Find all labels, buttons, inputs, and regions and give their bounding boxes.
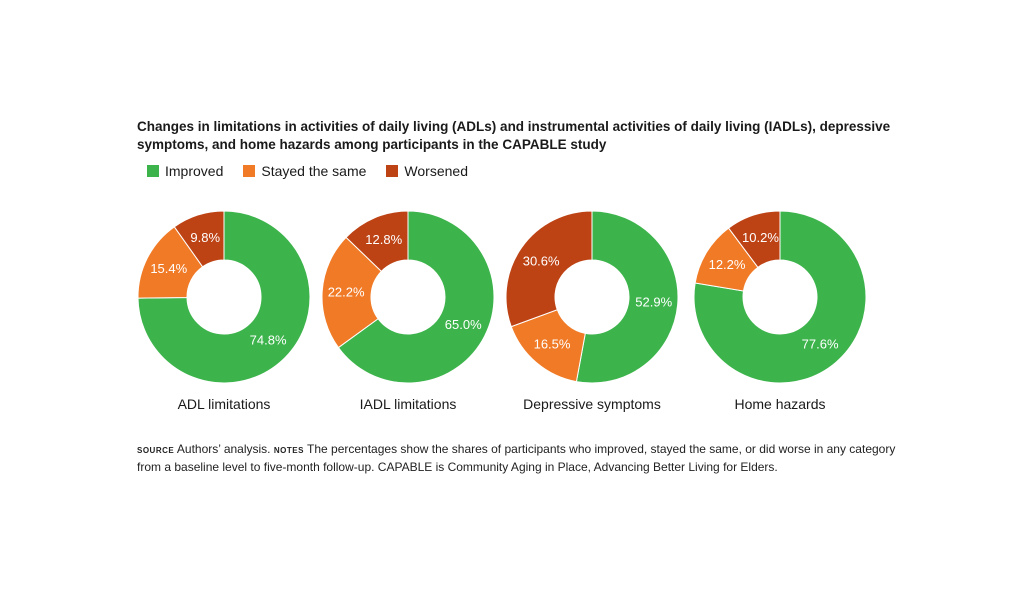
home-hazards-slice-improved — [693, 210, 867, 384]
iadl-limitations-title: IADL limitations — [360, 396, 457, 412]
source-text: Authors’ analysis. — [174, 442, 274, 456]
notes-label: notes — [273, 444, 304, 456]
legend-swatch-stayed-same — [243, 165, 256, 177]
legend-label-stayed-same: Stayed the same — [261, 163, 367, 179]
iadl-limitations-label-improved: 65.0% — [445, 317, 482, 332]
adl-limitations-title: ADL limitations — [178, 396, 271, 412]
adl-limitations-label-stayed-the-same: 15.4% — [150, 261, 187, 276]
adl-limitations-label-improved: 74.8% — [250, 333, 287, 348]
source-label: source — [137, 444, 175, 456]
legend-item-worsened: Worsened — [386, 163, 468, 179]
source-notes: source Authors’ analysis. notes The perc… — [137, 441, 907, 476]
depressive-symptoms-title: Depressive symptoms — [523, 396, 661, 412]
depressive-symptoms-label-worsened: 30.6% — [523, 254, 560, 269]
depressive-symptoms-label-improved: 52.9% — [635, 295, 672, 310]
adl-limitations-slice-worsened — [173, 210, 225, 268]
legend-item-improved: Improved — [147, 163, 223, 179]
iadl-limitations-label-worsened: 12.8% — [365, 232, 402, 247]
legend-label-worsened: Worsened — [404, 163, 468, 179]
adl-limitations-label-worsened: 9.8% — [190, 230, 220, 245]
iadl-limitations-slice-stayed-the-same — [321, 236, 383, 349]
adl-limitations-slice-improved — [137, 210, 311, 384]
home-hazards-label-improved: 77.6% — [802, 336, 839, 351]
legend: Improved Stayed the same Worsened — [147, 163, 468, 179]
chart-title: Changes in limitations in activities of … — [137, 119, 891, 152]
legend-swatch-worsened — [386, 165, 399, 177]
depressive-symptoms-slice-improved — [575, 210, 679, 384]
iadl-limitations-slice-improved — [337, 210, 495, 384]
iadl-limitations-label-stayed-the-same: 22.2% — [328, 285, 365, 300]
depressive-symptoms-label-stayed-the-same: 16.5% — [534, 336, 571, 351]
depressive-symptoms-slice-worsened — [505, 210, 593, 328]
home-hazards-label-worsened: 10.2% — [742, 230, 779, 245]
home-hazards-slice-worsened — [727, 210, 781, 269]
home-hazards-label-stayed-the-same: 12.2% — [709, 257, 746, 272]
legend-item-stayed-same: Stayed the same — [243, 163, 366, 179]
legend-swatch-improved — [147, 165, 159, 177]
home-hazards-title: Home hazards — [734, 396, 825, 412]
iadl-limitations-slice-worsened — [345, 210, 409, 273]
legend-label-improved: Improved — [165, 163, 224, 179]
notes-text: The percentages show the shares of parti… — [137, 442, 896, 474]
